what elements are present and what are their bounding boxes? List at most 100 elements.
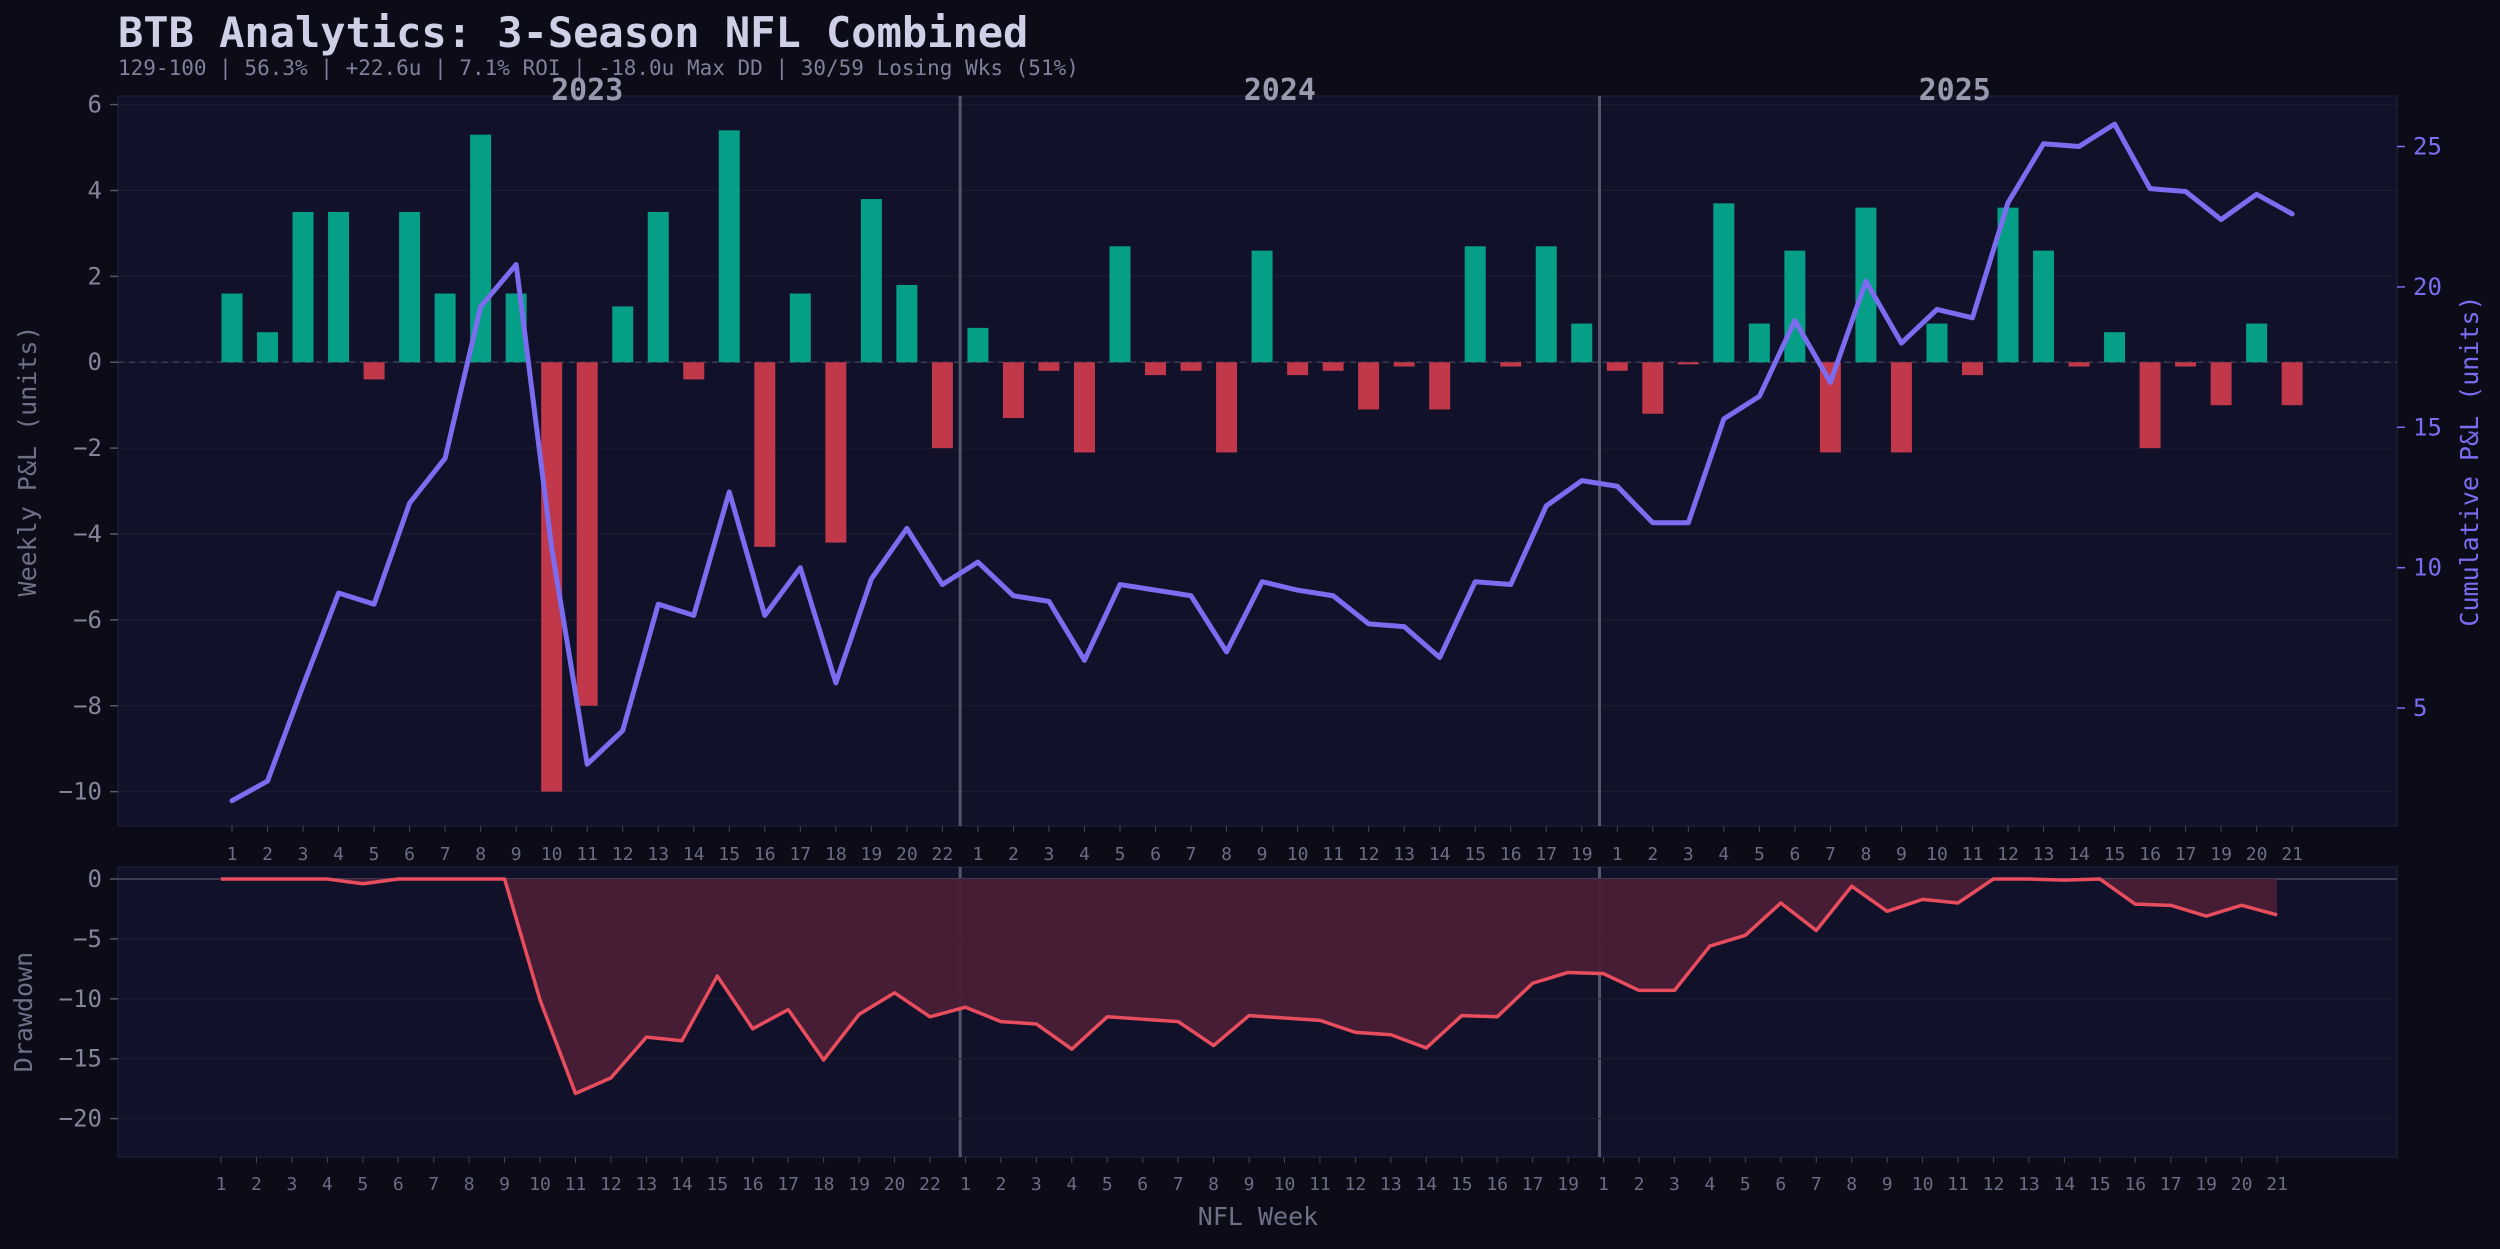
dd-x-tick-label: 14 [1415, 1174, 1437, 1195]
weekly-pnl-bar [1642, 362, 1664, 414]
dd-x-tick-label: 16 [1486, 1174, 1508, 1195]
y-tick-label: 4 [88, 176, 102, 204]
weekly-pnl-bar [860, 199, 882, 363]
weekly-pnl-bar [2246, 323, 2268, 363]
weekly-pnl-bar [1002, 362, 1024, 419]
weekly-pnl-bar [1606, 362, 1628, 371]
x-tick-label: 18 [825, 844, 847, 865]
y2-tick-label: 20 [2413, 273, 2442, 301]
dd-x-tick-label: 10 [1912, 1174, 1934, 1195]
weekly-pnl-bar [470, 134, 492, 363]
x-tick-label: 4 [333, 844, 344, 865]
dd-x-tick-label: 1 [960, 1174, 971, 1195]
x-tick-label: 16 [1500, 844, 1522, 865]
season-label: 2024 [1244, 73, 1316, 108]
x-tick-label: 1 [227, 844, 238, 865]
weekly-pnl-bar [2068, 362, 2090, 367]
weekly-pnl-bar [1216, 362, 1238, 453]
weekly-pnl-bar [1713, 203, 1735, 363]
x-tick-label: 2 [262, 844, 273, 865]
x-tick-label: 12 [1997, 844, 2019, 865]
drawdown-line [221, 877, 2278, 1096]
x-tick-label: 3 [1044, 844, 1055, 865]
x-tick-label: 21 [2281, 844, 2303, 865]
dd-x-tick-label: 13 [2018, 1174, 2040, 1195]
dd-x-tick-label: 6 [393, 1174, 404, 1195]
x-tick-label: 7 [1186, 844, 1197, 865]
season-label: 2025 [1919, 73, 1991, 108]
dd-x-tick-label: 19 [1557, 1174, 1579, 1195]
x-tick-label: 1 [1612, 844, 1623, 865]
x-tick-label: 17 [2175, 844, 2197, 865]
x-tick-label: 11 [1322, 844, 1344, 865]
y-tick-label: −2 [73, 434, 102, 462]
x-tick-label: 5 [1754, 844, 1765, 865]
x-tick-label: 22 [932, 844, 954, 865]
weekly-pnl-bar [1748, 323, 1770, 363]
x-tick-label: 1 [972, 844, 983, 865]
dd-x-tick-label: 19 [848, 1174, 870, 1195]
dd-x-tick-label: 10 [1274, 1174, 1296, 1195]
weekly-pnl-bar [967, 327, 989, 363]
dd-y-tick-label: −20 [59, 1105, 102, 1133]
dd-x-tick-label: 11 [1309, 1174, 1331, 1195]
dd-x-tick-label: 3 [1669, 1174, 1680, 1195]
x-tick-label: 10 [541, 844, 563, 865]
y-tick-label: 6 [88, 91, 102, 119]
x-tick-label: 17 [1535, 844, 1557, 865]
x-tick-label: 9 [1896, 844, 1907, 865]
x-tick-label: 11 [576, 844, 598, 865]
x-tick-label: 5 [1115, 844, 1126, 865]
dd-x-tick-label: 1 [216, 1174, 227, 1195]
weekly-pnl-bar [399, 211, 421, 363]
x-tick-label: 16 [2139, 844, 2161, 865]
x-tick-label: 5 [369, 844, 380, 865]
dd-x-tick-label: 15 [1451, 1174, 1473, 1195]
y2-tick-label: 5 [2413, 694, 2427, 722]
cumulative-pnl-line [229, 121, 2295, 804]
weekly-pnl-bar [1251, 250, 1273, 363]
dd-x-tick-label: 5 [357, 1174, 368, 1195]
dd-x-tick-label: 15 [2089, 1174, 2111, 1195]
dd-x-tick-label: 19 [2195, 1174, 2217, 1195]
dd-x-tick-label: 6 [1775, 1174, 1786, 1195]
dd-x-tick-label: 16 [742, 1174, 764, 1195]
weekly-pnl-bar [2210, 362, 2232, 406]
weekly-pnl-bar [647, 211, 669, 363]
dd-x-tick-label: 5 [1102, 1174, 1113, 1195]
dd-x-tick-label: 10 [529, 1174, 551, 1195]
x-tick-label: 19 [861, 844, 883, 865]
weekly-pnl-bar [1819, 362, 1841, 453]
x-tick-label: 15 [2104, 844, 2126, 865]
y2-tick-label: 10 [2413, 554, 2442, 582]
y-axis-title: Weekly P&L (units) [13, 326, 42, 597]
weekly-pnl-bar [789, 293, 811, 363]
y-tick-label: 0 [88, 348, 102, 376]
x-tick-label: 12 [612, 844, 634, 865]
weekly-pnl-bar [363, 362, 385, 380]
dd-x-tick-label: 13 [636, 1174, 658, 1195]
x-tick-label: 2 [1008, 844, 1019, 865]
dd-x-tick-label: 7 [1811, 1174, 1822, 1195]
x-tick-label: 19 [2210, 844, 2232, 865]
weekly-pnl-bar [1429, 362, 1451, 410]
x-tick-label: 19 [1571, 844, 1593, 865]
x-tick-label: 20 [896, 844, 918, 865]
dd-y-tick-label: 0 [88, 865, 102, 893]
x-tick-label: 6 [1150, 844, 1161, 865]
dd-x-tick-label: 11 [565, 1174, 587, 1195]
dd-x-tick-label: 12 [1345, 1174, 1367, 1195]
x-tick-label: 14 [683, 844, 705, 865]
x-tick-label: 9 [511, 844, 522, 865]
x-tick-label: 7 [1825, 844, 1836, 865]
weekly-pnl-bar [754, 362, 776, 547]
dd-x-tick-label: 1 [1598, 1174, 1609, 1195]
dd-x-tick-label: 14 [2054, 1174, 2076, 1195]
weekly-pnl-bar [257, 332, 279, 363]
x-tick-label: 7 [440, 844, 451, 865]
dd-x-tick-label: 6 [1137, 1174, 1148, 1195]
weekly-pnl-bar [576, 362, 598, 706]
x-tick-label: 8 [1860, 844, 1871, 865]
y2-tick-label: 15 [2413, 413, 2442, 441]
